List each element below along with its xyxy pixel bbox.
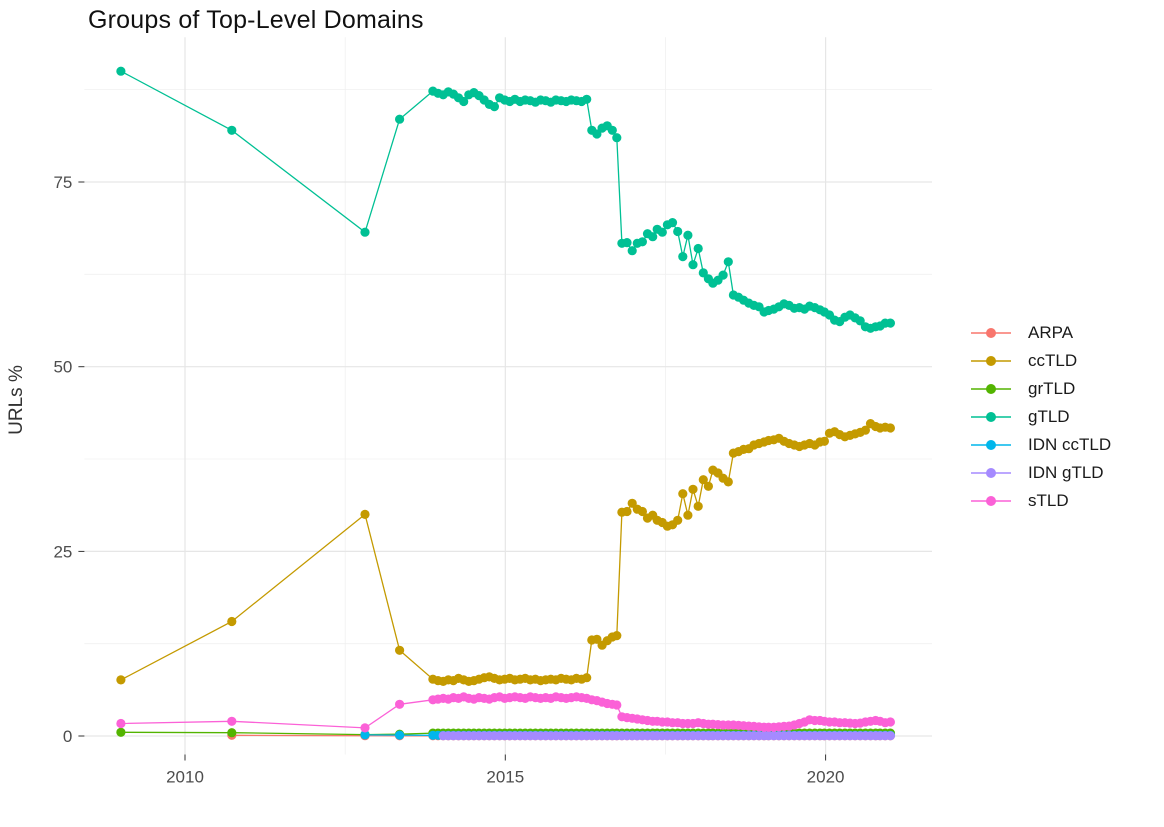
legend-key-icon — [971, 356, 1011, 366]
data-point — [723, 257, 733, 267]
data-point — [855, 316, 865, 326]
legend-label: gTLD — [1028, 407, 1070, 426]
data-point — [678, 489, 688, 499]
data-point — [683, 510, 693, 520]
x-tick-label: 2020 — [807, 768, 845, 787]
data-point — [673, 226, 683, 237]
data-point — [627, 246, 637, 256]
data-point — [116, 675, 126, 685]
data-point — [360, 509, 370, 519]
data-point — [657, 227, 667, 237]
legend-key-icon — [971, 496, 1011, 506]
data-point — [612, 700, 622, 710]
data-point — [885, 318, 896, 328]
x-tick-label: 2015 — [486, 768, 524, 787]
series-ccTLD — [116, 419, 896, 687]
legend-key-icon — [971, 384, 1011, 394]
data-point — [693, 501, 703, 511]
legend-item-gTLD: gTLD — [970, 403, 1111, 431]
y-tick-label: 25 — [53, 542, 72, 561]
data-point — [227, 728, 237, 738]
legend-item-ARPA: ARPA — [970, 319, 1111, 347]
legend-key-icon — [971, 328, 1011, 338]
data-point — [885, 717, 896, 727]
data-point — [667, 218, 678, 228]
data-point — [688, 484, 698, 494]
legend-item-sTLD: sTLD — [970, 487, 1111, 515]
data-point — [116, 66, 126, 76]
data-point — [227, 125, 237, 135]
data-point — [622, 238, 632, 248]
y-tick-label: 50 — [53, 358, 72, 377]
data-point — [582, 673, 592, 683]
data-point — [360, 227, 370, 237]
series-gTLD — [116, 66, 896, 333]
data-point — [395, 730, 405, 740]
data-point — [637, 237, 648, 247]
x-tick-label: 2010 — [166, 768, 204, 787]
y-axis-title: URLs % — [6, 365, 27, 435]
data-point — [116, 718, 126, 729]
series-sTLD — [116, 692, 896, 733]
data-point — [227, 716, 237, 726]
data-point — [819, 436, 830, 446]
data-point — [703, 481, 714, 491]
data-point — [360, 730, 370, 740]
data-point — [622, 506, 632, 517]
data-point — [637, 506, 648, 517]
data-point — [673, 515, 683, 525]
data-point — [459, 96, 469, 107]
data-point — [612, 133, 622, 143]
data-point — [395, 645, 405, 655]
data-point — [395, 114, 405, 124]
data-point — [860, 425, 871, 435]
y-tick-label: 75 — [53, 173, 72, 192]
legend-key-icon — [971, 468, 1011, 478]
data-point — [885, 731, 896, 741]
data-point — [698, 475, 708, 485]
legend-item-grTLD: grTLD — [970, 375, 1111, 403]
data-point — [688, 260, 698, 270]
data-point — [592, 634, 602, 644]
legend-item-IDN-ccTLD: IDN ccTLD — [970, 431, 1111, 459]
legend-item-IDN-gTLD: IDN gTLD — [970, 459, 1111, 487]
data-point — [582, 94, 592, 104]
y-tick-label: 0 — [63, 727, 72, 746]
legend: ARPA ccTLD grTLD gTLD IDN ccTLD IDN gTLD sTLD — [970, 319, 1111, 515]
data-point — [227, 616, 237, 627]
data-point — [718, 270, 728, 280]
legend-label: sTLD — [1028, 491, 1069, 510]
data-point — [360, 723, 370, 733]
chart-title: Groups of Top-Level Domains — [88, 6, 424, 34]
legend-label: IDN ccTLD — [1028, 435, 1112, 454]
data-point — [612, 631, 622, 641]
data-point — [489, 102, 499, 112]
legend-label: ARPA — [1028, 323, 1074, 342]
data-point — [648, 232, 658, 242]
data-point — [885, 423, 896, 433]
data-point — [592, 129, 602, 139]
data-point — [693, 243, 703, 254]
data-point — [678, 252, 688, 262]
legend-label: ccTLD — [1028, 351, 1078, 370]
data-point — [395, 699, 405, 709]
legend-label: IDN gTLD — [1028, 463, 1104, 482]
legend-item-ccTLD: ccTLD — [970, 347, 1111, 375]
data-point — [683, 230, 693, 240]
legend-key-icon — [971, 412, 1011, 422]
data-point — [607, 125, 617, 135]
data-point — [116, 727, 126, 737]
data-point — [723, 477, 733, 487]
series-IDN-gTLD — [438, 731, 896, 741]
legend-key-icon — [971, 440, 1011, 450]
legend-label: grTLD — [1028, 379, 1076, 398]
